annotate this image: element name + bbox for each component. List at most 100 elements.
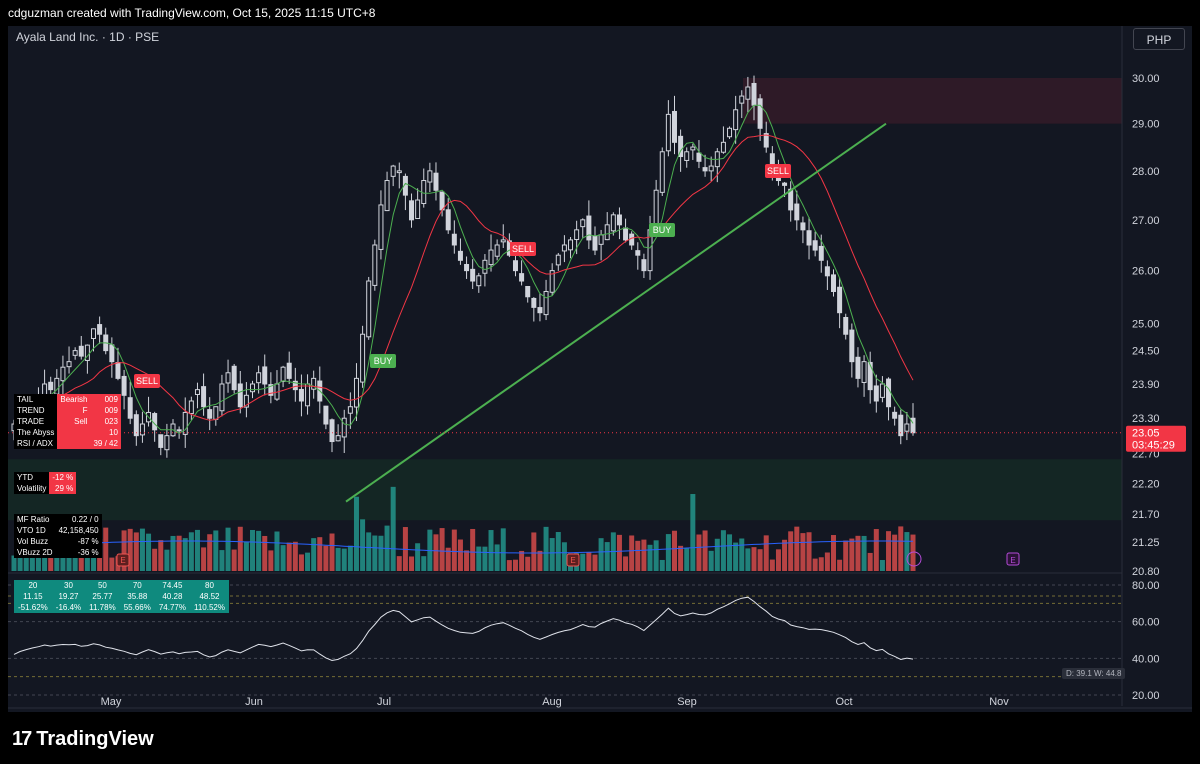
volume-bar (482, 546, 488, 571)
signal-badge (765, 164, 791, 178)
volume-bar (500, 528, 506, 571)
panel-cell: -87 % (55, 536, 102, 547)
rsi-table-row: -51.62% -16.4% 11.78% 55.66% 74.77% 110.52% (14, 602, 229, 613)
flow-table: MF Ratio 0.22 / 0 VTO 1D 42,158,450 Vol Buzz… (14, 514, 102, 558)
volume-bar (678, 545, 684, 571)
candle-body (262, 366, 268, 385)
volume-bar (91, 548, 97, 571)
volume-bar (635, 540, 641, 571)
volume-bar (806, 532, 812, 571)
volume-bar (457, 539, 463, 571)
flow-panel: MF Ratio 0.22 / 0 VTO 1D 42,158,450 Vol Buzz… (14, 514, 102, 558)
rsi-table-cell: -16.4% (51, 602, 86, 613)
x-tick-label: Sep (677, 696, 697, 708)
panel-row: TREND F 009 (14, 405, 121, 416)
candle-body (335, 435, 341, 442)
attribution-text: cdguzman created with TradingView.com, O… (8, 6, 376, 20)
candle-body (555, 254, 561, 266)
volume-bar (733, 542, 739, 571)
volume-bar (665, 534, 671, 571)
volume-bar (109, 557, 115, 571)
candle-body (305, 383, 311, 407)
panel-cell (57, 427, 91, 438)
rsi-table-row: 11.15 19.27 25.77 35.88 40.28 48.52 (14, 591, 229, 602)
volume-bar (445, 547, 451, 571)
x-tick-label: Oct (835, 696, 852, 708)
volume-bar (549, 538, 555, 571)
candle-body (794, 203, 800, 221)
earnings-marker (116, 553, 130, 567)
panel-cell: 39 / 42 (90, 438, 121, 449)
panel-row: Vol Buzz -87 % (14, 536, 102, 547)
y-tick-label: 27.00 (1132, 215, 1160, 227)
volume-bar (543, 526, 549, 571)
candle-body (182, 411, 188, 435)
price-chart-svg[interactable]: 30.00 29.00 28.00 27.00 26.00 25.00 24.50 23.90… (8, 26, 1192, 712)
volume-bar (580, 553, 586, 571)
candle-body (830, 274, 836, 292)
volume-bar (586, 552, 592, 571)
candle-body (873, 385, 879, 402)
candle-body (696, 152, 702, 162)
candle-body (855, 356, 861, 379)
volume-bar (317, 537, 323, 571)
rsi-tick-label: 40.00 (1132, 653, 1160, 665)
volume-bar (250, 529, 256, 571)
volume-bar (849, 538, 855, 571)
volume-bar (769, 559, 775, 571)
rsi-table-cell: 35.88 (119, 591, 155, 602)
volume-bar (146, 533, 152, 571)
candle-body (604, 224, 610, 241)
candle-body (598, 234, 604, 245)
candle-body (347, 406, 353, 414)
volume-bar (188, 532, 194, 571)
candle-body (800, 222, 806, 231)
candle-body (751, 82, 757, 106)
candle-body (366, 280, 372, 338)
volume-bar (237, 526, 243, 571)
volume-bar (305, 552, 311, 571)
symbol-title[interactable]: Ayala Land Inc. · 1D · PSE (16, 30, 160, 44)
last-price-box (1126, 425, 1186, 452)
candle-body (525, 285, 531, 298)
panel-row: RSI / ADX 39 / 42 (14, 438, 121, 449)
candle-body (843, 316, 849, 335)
panel-row: TAIL Bearish 009 (14, 394, 121, 405)
volume-bar (818, 557, 824, 571)
panel-row: MF Ratio 0.22 / 0 (14, 514, 102, 525)
candle-body (457, 250, 463, 261)
candle-body (207, 409, 213, 419)
candle-body (568, 239, 574, 251)
trendline (345, 122, 887, 503)
volume-bar (127, 528, 133, 571)
candle-body (464, 263, 470, 272)
candle-body (378, 204, 384, 250)
candle-body (54, 377, 60, 395)
volume-bar (476, 546, 482, 571)
volume-bar (879, 560, 885, 571)
chart-area[interactable]: 30.00 29.00 28.00 27.00 26.00 25.00 24.50 23.90… (8, 26, 1192, 712)
candle-body (256, 372, 262, 384)
candle-body (782, 182, 788, 186)
rsi-table-cell: 20 (14, 580, 52, 591)
volume-bar (525, 556, 531, 571)
currency-button[interactable]: PHP (1133, 28, 1185, 50)
candle-body (139, 423, 145, 436)
volume-bar (598, 538, 604, 571)
resistance-zone (743, 78, 1122, 124)
volume-bar (213, 530, 219, 571)
candle-body (176, 429, 182, 432)
candle-body (629, 233, 635, 246)
tradingview-logo[interactable]: 17 TradingView (12, 728, 154, 751)
panel-cell: 023 (90, 416, 121, 427)
candle-body (592, 236, 598, 251)
candle-body (121, 375, 127, 396)
panel-row: YTD -12 % (14, 472, 77, 483)
candle-body (91, 328, 97, 339)
volume-bar (219, 550, 225, 571)
candle-body (372, 244, 378, 286)
volume-bar (433, 534, 439, 571)
candle-body (433, 172, 439, 191)
rsi-table-cell: 11.78% (85, 602, 120, 613)
panel-cell: RSI / ADX (14, 438, 58, 449)
